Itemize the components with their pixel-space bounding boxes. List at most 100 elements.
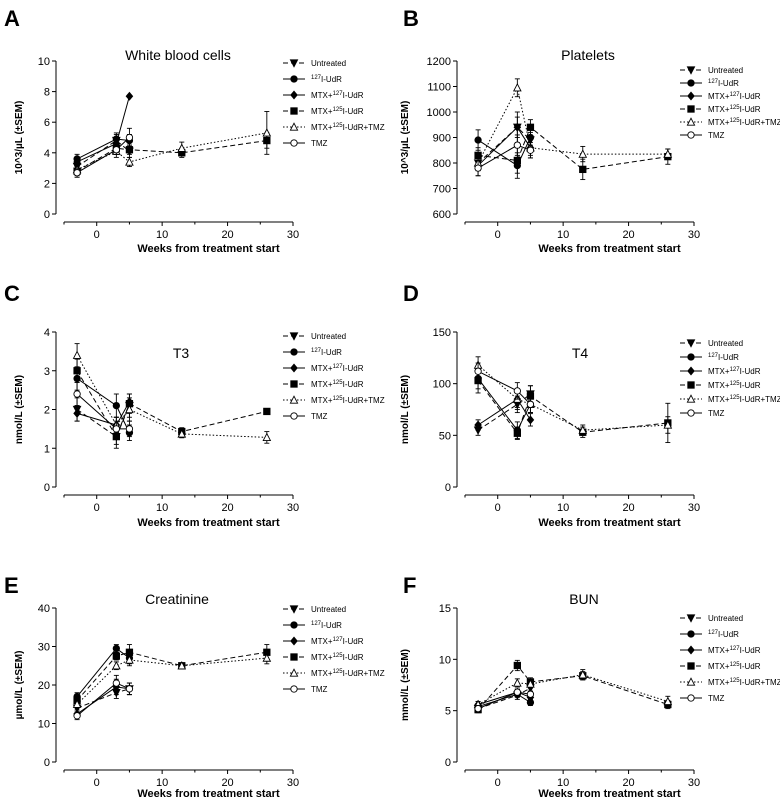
- data-point: [112, 644, 120, 653]
- y-tick-label: 0: [44, 482, 50, 494]
- series-line: [76, 401, 130, 426]
- data-series: [73, 132, 271, 177]
- legend-marker: [687, 91, 695, 101]
- data-series: [474, 367, 672, 444]
- legend-label: TMZ: [311, 412, 328, 421]
- legend-marker: [687, 131, 695, 139]
- series-line: [76, 657, 267, 705]
- legend-marker: [687, 381, 695, 389]
- x-axis-label: Weeks from treatment start: [137, 517, 280, 529]
- y-tick-label: 150: [433, 327, 451, 339]
- data-point: [513, 429, 521, 437]
- data-point: [526, 415, 535, 425]
- data-point: [125, 146, 134, 154]
- data-point: [262, 128, 272, 137]
- chart-title: T3: [173, 345, 190, 361]
- data-point: [73, 169, 81, 177]
- x-tick-label: 20: [221, 502, 233, 514]
- series-line: [477, 86, 668, 164]
- data-point: [579, 165, 587, 174]
- series-line: [76, 647, 130, 697]
- data-point: [125, 91, 134, 101]
- data-series: [73, 393, 134, 434]
- data-point: [526, 123, 535, 131]
- chart-panel-c: C T3 0 1 2 3 4 0 10 20 30 Weeks from treatment star…: [4, 281, 385, 529]
- legend-marker: [687, 409, 695, 417]
- x-tick-label: 30: [287, 502, 299, 514]
- chart-title: Platelets: [561, 47, 615, 63]
- x-axis-label: Weeks from treatment start: [137, 243, 280, 255]
- chart-title: Creatinine: [145, 591, 209, 607]
- legend-label: MTX+127I-UdR: [708, 92, 761, 101]
- series-line: [477, 370, 531, 405]
- legend-marker: [290, 621, 298, 629]
- data-point: [513, 141, 521, 149]
- data-series: [72, 132, 134, 172]
- legend-marker: [290, 685, 298, 693]
- data-point: [125, 655, 134, 664]
- series-line: [477, 674, 668, 705]
- legend-label: MTX+125I-UdR+TMZ: [311, 396, 385, 405]
- data-point: [474, 704, 482, 713]
- x-tick-label: 20: [622, 502, 634, 514]
- legend-label: Untreated: [311, 332, 346, 341]
- x-tick-label: 10: [557, 777, 569, 789]
- legend-marker: [290, 107, 298, 115]
- x-tick-label: 0: [495, 502, 501, 514]
- series-line: [477, 126, 531, 164]
- legend-marker: [290, 90, 298, 100]
- data-series: [474, 129, 535, 179]
- legend-marker: [686, 117, 696, 126]
- series-line: [478, 126, 668, 170]
- chart-title: BUN: [569, 591, 599, 607]
- data-point: [73, 367, 81, 375]
- legend-marker: [289, 605, 299, 614]
- legend-label: MTX+127I-UdR: [311, 637, 364, 646]
- y-tick-label: 0: [445, 757, 451, 769]
- x-tick-label: 0: [495, 229, 501, 241]
- x-tick-label: 20: [622, 777, 634, 789]
- legend-marker: [289, 59, 299, 68]
- legend-marker: [687, 79, 695, 87]
- x-tick-label: 0: [94, 502, 100, 514]
- y-tick-label: 0: [44, 209, 50, 221]
- data-point: [513, 156, 521, 165]
- data-point: [262, 653, 272, 662]
- panel-label: F: [403, 573, 416, 598]
- data-point: [73, 390, 81, 398]
- y-axis-label: nmol/L (±SEM): [14, 375, 25, 444]
- data-point: [112, 401, 120, 410]
- x-axis-label: Weeks from treatment start: [538, 243, 681, 255]
- legend-label: MTX+125I-UdR: [311, 107, 364, 116]
- legend-label: Untreated: [311, 59, 346, 68]
- data-point: [262, 432, 272, 442]
- series-line: [76, 132, 267, 171]
- legend-label: MTX+125I-UdR: [311, 653, 364, 662]
- legend: Untreated 127I-UdR MTX+127I-UdR MTX+125I-Ud…: [283, 59, 385, 148]
- data-point: [663, 696, 673, 706]
- y-tick-label: 700: [433, 184, 451, 196]
- legend-label: TMZ: [311, 139, 328, 148]
- data-point: [474, 164, 482, 172]
- data-point: [125, 157, 134, 166]
- data-point: [474, 367, 482, 375]
- x-axis-label: Weeks from treatment start: [137, 788, 280, 800]
- y-tick-label: 900: [433, 133, 451, 145]
- legend-label: MTX+125I-UdR+TMZ: [311, 669, 385, 678]
- legend-marker: [289, 122, 299, 131]
- chart-panel-e: E Creatinine 0 10 20 30 40 0 10 20 30 Weeks from tr…: [4, 573, 385, 800]
- data-point: [177, 429, 187, 438]
- data-point: [526, 400, 535, 408]
- y-tick-label: 4: [44, 148, 50, 160]
- legend-marker: [686, 66, 696, 75]
- y-tick-label: 20: [38, 680, 50, 692]
- legend-label: 127I-UdR: [708, 353, 739, 362]
- x-tick-label: 30: [688, 502, 700, 514]
- legend-marker: [687, 630, 695, 638]
- legend-label: MTX+127I-UdR: [311, 91, 364, 100]
- x-tick-label: 0: [94, 229, 100, 241]
- y-tick-label: 100: [433, 379, 451, 391]
- legend-marker: [290, 348, 298, 356]
- data-point: [526, 690, 535, 698]
- data-point: [112, 146, 120, 154]
